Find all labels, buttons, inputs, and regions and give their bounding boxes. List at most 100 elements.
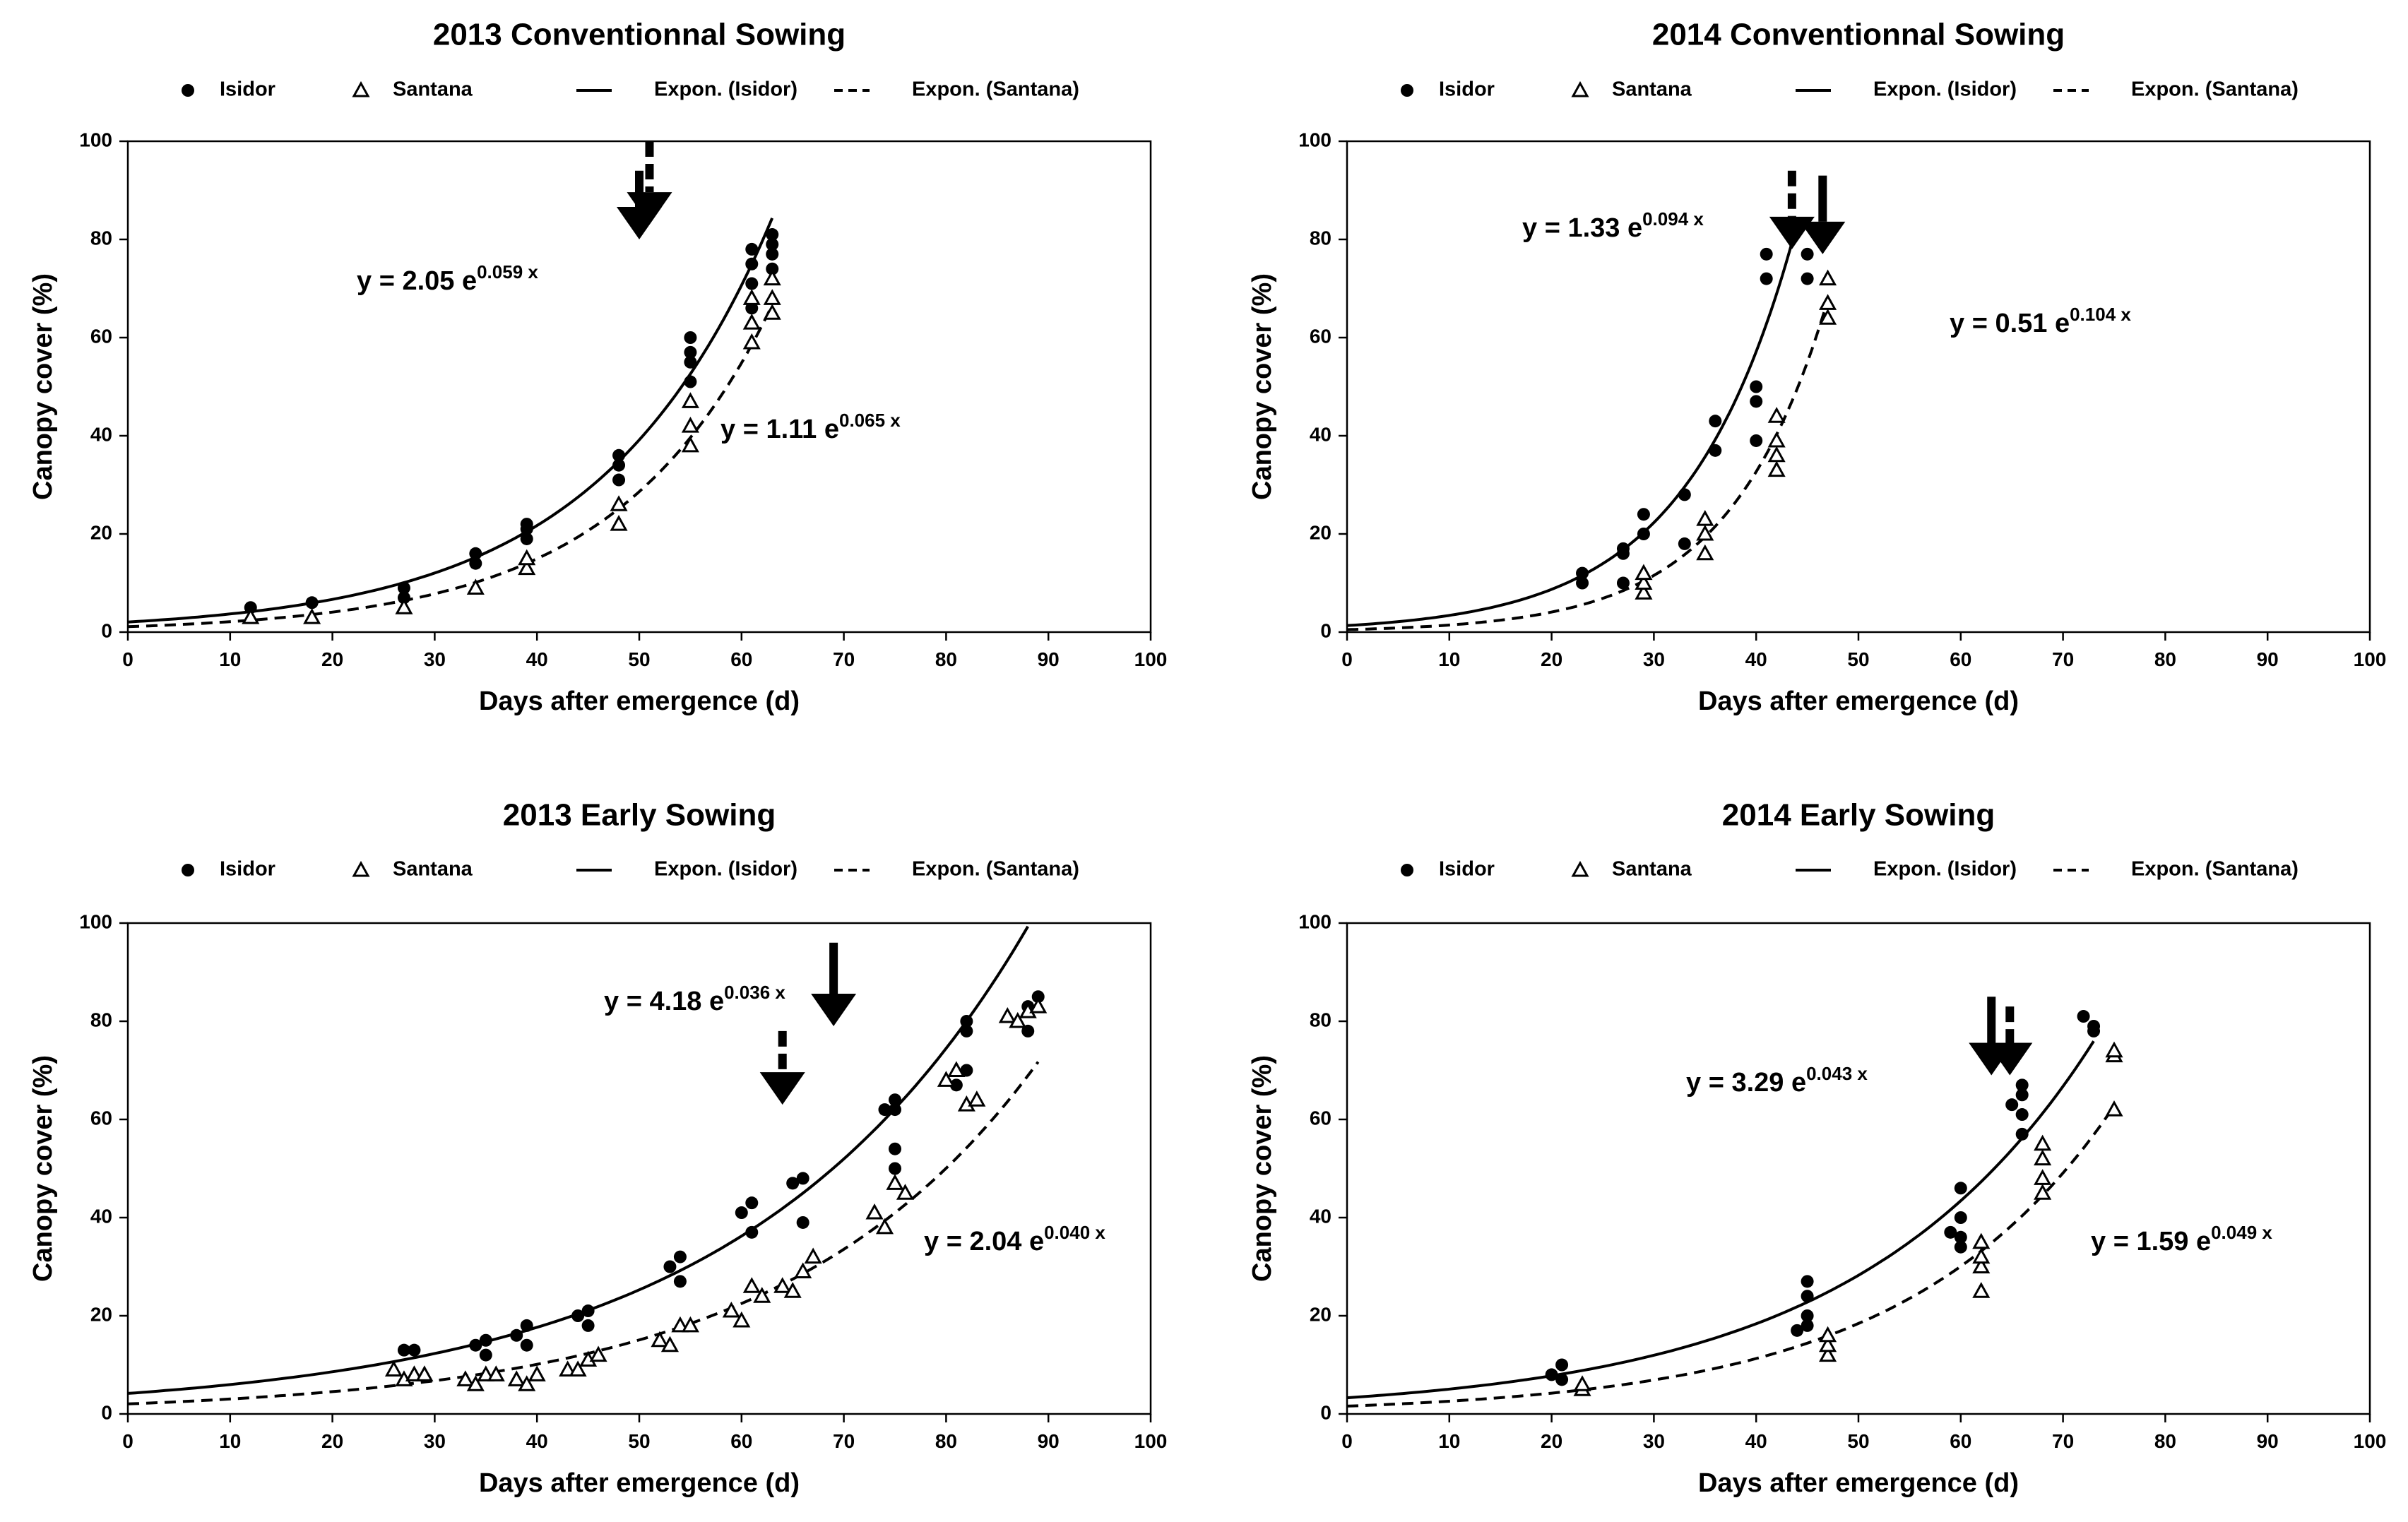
x-tick-label: 80	[2154, 648, 2176, 670]
y-tick-label: 100	[1298, 129, 1331, 150]
data-point-santana	[763, 289, 781, 305]
data-point-isidor	[766, 247, 779, 261]
fit-equation: y = 2.04 e0.040 x	[924, 1222, 1105, 1256]
legend-marker-triangle	[1571, 81, 1589, 97]
x-tick-label: 100	[1134, 1430, 1168, 1452]
data-point-isidor	[1801, 1309, 1814, 1322]
data-point-isidor	[796, 1172, 809, 1185]
legend-marker-circle	[1401, 84, 1413, 97]
data-point-isidor	[1616, 542, 1630, 555]
data-point-isidor	[878, 1103, 891, 1117]
x-tick-label: 70	[833, 648, 855, 670]
legend-entry: Expon. (Isidor)	[654, 858, 797, 881]
x-tick-label: 0	[122, 648, 134, 670]
data-point-isidor	[1801, 1290, 1814, 1303]
data-point-santana	[1009, 1011, 1027, 1028]
fit-equation: y = 3.29 e0.043 x	[1686, 1063, 1868, 1098]
data-point-isidor	[1954, 1230, 1967, 1244]
fit-equation: y = 1.59 e0.049 x	[2091, 1222, 2272, 1256]
y-tick-label: 40	[1310, 1205, 1331, 1227]
x-axis-label: Days after emergence (d)	[1698, 1468, 2019, 1498]
data-point-isidor	[673, 1250, 687, 1264]
data-point-isidor	[889, 1093, 901, 1107]
y-tick-label: 100	[79, 910, 112, 932]
data-point-isidor	[889, 1103, 901, 1117]
data-point-santana	[569, 1360, 587, 1377]
data-point-isidor	[786, 1177, 800, 1190]
data-point-isidor	[612, 458, 626, 472]
data-point-santana	[559, 1360, 577, 1377]
x-tick-label: 100	[2354, 1430, 2387, 1452]
y-tick-label: 0	[1320, 1401, 1331, 1423]
data-point-santana	[384, 1360, 403, 1377]
data-point-isidor	[2087, 1024, 2101, 1038]
data-point-isidor	[244, 601, 257, 614]
fit-line-santana	[127, 1061, 1040, 1405]
data-point-santana	[518, 549, 536, 566]
data-point-santana	[763, 304, 781, 320]
data-point-santana	[742, 289, 761, 305]
x-tick-label: 40	[1745, 648, 1767, 670]
x-tick-label: 80	[935, 1430, 957, 1452]
data-point-santana	[518, 559, 536, 576]
data-point-isidor	[960, 1015, 973, 1028]
data-point-santana	[528, 1365, 546, 1381]
data-point-santana	[2034, 1169, 2052, 1185]
data-point-santana	[466, 1375, 485, 1391]
data-point-santana	[2034, 1149, 2052, 1166]
legend-entry: Expon. (Isidor)	[1873, 78, 2017, 101]
data-point-isidor	[1576, 566, 1589, 580]
data-point-isidor	[960, 1064, 973, 1077]
legend-entry: Expon. (Santana)	[2131, 858, 2299, 881]
data-point-isidor	[305, 596, 319, 610]
data-point-santana	[773, 1277, 792, 1293]
data-point-isidor	[1031, 990, 1045, 1004]
data-point-isidor	[2005, 1098, 2019, 1112]
data-point-isidor	[571, 1309, 585, 1322]
y-tick-label: 40	[90, 423, 112, 445]
legend-marker-circle	[1401, 864, 1413, 876]
data-point-santana	[518, 1375, 536, 1391]
legend-entry: Santana	[393, 78, 473, 101]
legend-entry: Isidor	[220, 858, 275, 881]
y-tick-label: 40	[90, 1205, 112, 1227]
chart-title: 2014 Conventionnal Sowing	[1652, 18, 2065, 52]
data-point-isidor	[766, 262, 779, 275]
data-point-isidor	[1801, 1275, 1814, 1288]
data-point-santana	[2105, 1041, 2123, 1058]
legend: Isidor Santana Expon. (Isidor) Expon. (Sant…	[182, 78, 1079, 101]
data-point-santana	[466, 578, 485, 595]
data-point-isidor	[745, 277, 759, 290]
plot-area	[1346, 922, 2371, 1415]
data-point-santana	[968, 1090, 986, 1107]
x-tick-label: 70	[833, 1430, 855, 1452]
data-point-santana	[395, 598, 413, 614]
data-point-santana	[610, 495, 628, 511]
data-point-santana	[733, 1311, 751, 1328]
data-point-isidor	[1616, 576, 1630, 590]
legend: Isidor Santana Expon. (Isidor) Expon. (Sant…	[182, 858, 1079, 881]
data-point-isidor	[1750, 434, 1763, 447]
y-tick-label: 0	[101, 619, 112, 641]
legend: Isidor Santana Expon. (Isidor) Expon. (Sant…	[1401, 858, 2299, 881]
data-point-isidor	[889, 1142, 901, 1155]
y-tick-label: 60	[90, 325, 112, 347]
data-point-isidor	[581, 1319, 595, 1332]
data-point-isidor	[745, 257, 759, 270]
legend: Isidor Santana Expon. (Isidor) Expon. (Sant…	[1401, 78, 2299, 101]
data-point-santana	[1573, 1375, 1591, 1391]
y-tick-label: 20	[90, 521, 112, 543]
x-tick-label: 20	[1541, 1430, 1562, 1452]
legend-entry: Expon. (Isidor)	[654, 78, 797, 101]
data-point-santana	[742, 1277, 761, 1293]
fit-equation: y = 4.18 e0.036 x	[604, 982, 785, 1016]
data-point-santana	[1767, 446, 1786, 463]
data-point-isidor	[735, 1206, 748, 1220]
data-point-isidor	[520, 518, 533, 531]
x-tick-label: 100	[2354, 648, 2387, 670]
x-tick-label: 0	[1341, 648, 1353, 670]
data-point-isidor	[889, 1162, 901, 1175]
data-point-isidor	[1545, 1368, 1558, 1381]
x-axis-label: Days after emergence (d)	[479, 686, 800, 716]
